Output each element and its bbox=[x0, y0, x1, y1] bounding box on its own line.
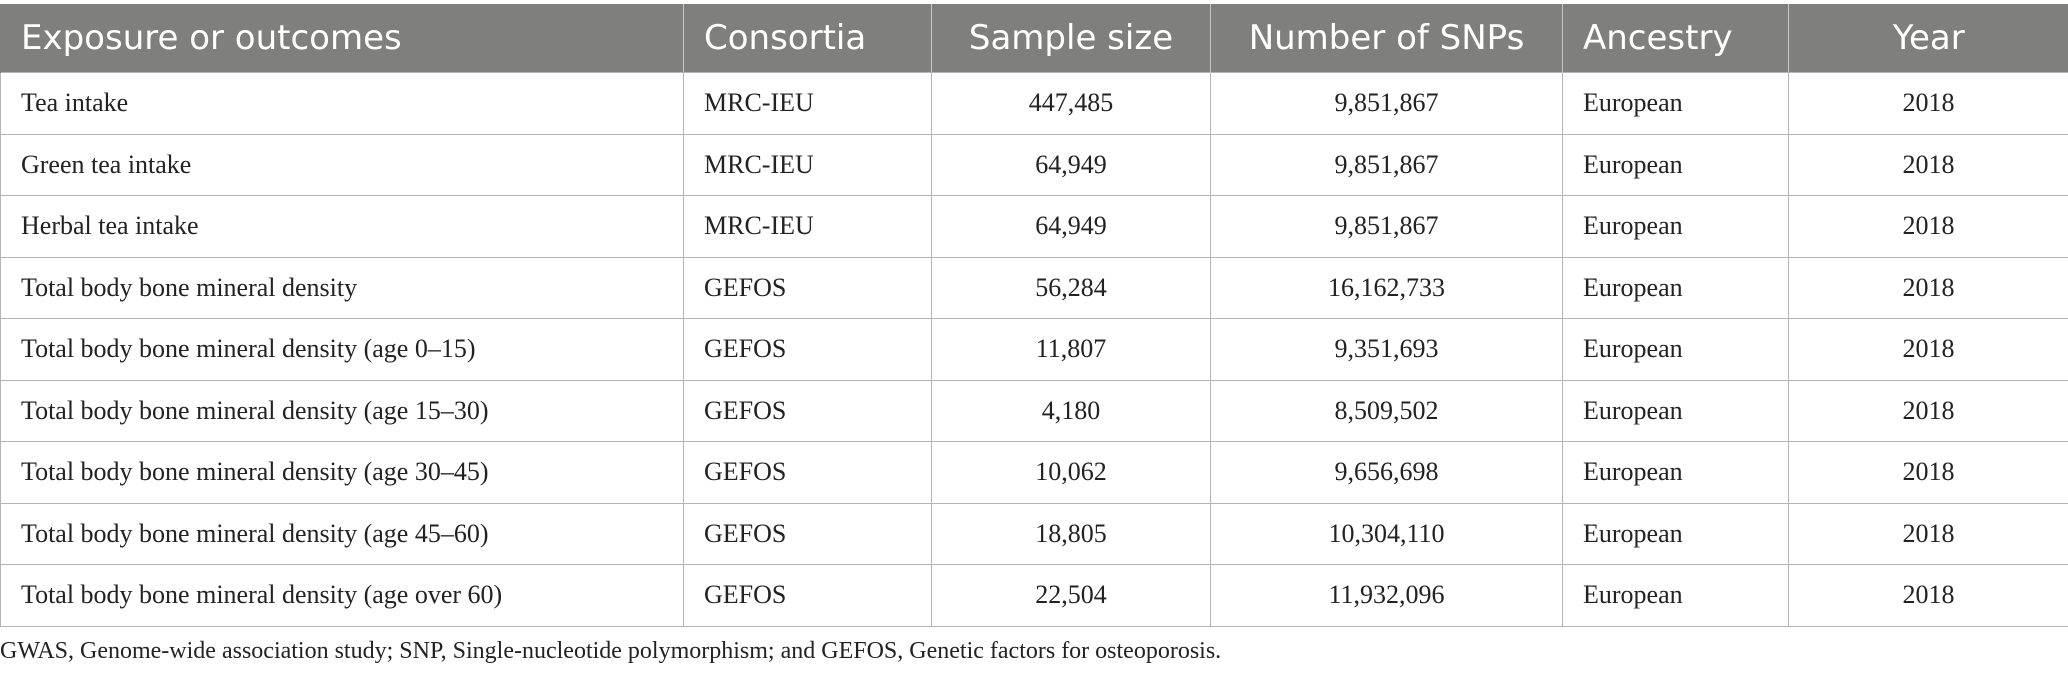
header-exposure: Exposure or outcomes bbox=[0, 4, 684, 73]
cell-consortia: GEFOS bbox=[683, 564, 932, 627]
cell-year: 2018 bbox=[1788, 318, 2068, 381]
cell-ancestry: European bbox=[1562, 133, 1789, 196]
cell-exposure: Total body bone mineral density (age ove… bbox=[0, 564, 684, 627]
table-row: Total body bone mineral density (age 45–… bbox=[0, 502, 2068, 565]
header-year: Year bbox=[1788, 4, 2068, 73]
cell-sample-size: 10,062 bbox=[931, 441, 1211, 504]
cell-sample-size: 11,807 bbox=[931, 318, 1211, 381]
header-ancestry: Ancestry bbox=[1562, 4, 1789, 73]
cell-number-of-snps: 11,932,096 bbox=[1210, 564, 1563, 627]
cell-sample-size: 22,504 bbox=[931, 564, 1211, 627]
cell-number-of-snps: 9,351,693 bbox=[1210, 318, 1563, 381]
cell-year: 2018 bbox=[1788, 133, 2068, 196]
data-table: Exposure or outcomes Consortia Sample si… bbox=[0, 4, 2068, 627]
cell-ancestry: European bbox=[1562, 318, 1789, 381]
cell-year: 2018 bbox=[1788, 502, 2068, 565]
cell-exposure: Total body bone mineral density (age 15–… bbox=[0, 379, 684, 442]
table-row: Total body bone mineral density (age 0–1… bbox=[0, 318, 2068, 381]
header-consortia: Consortia bbox=[683, 4, 932, 73]
cell-sample-size: 18,805 bbox=[931, 502, 1211, 565]
table-row: Total body bone mineral density (age 30–… bbox=[0, 441, 2068, 504]
cell-consortia: MRC-IEU bbox=[683, 133, 932, 196]
cell-ancestry: European bbox=[1562, 502, 1789, 565]
cell-year: 2018 bbox=[1788, 379, 2068, 442]
cell-sample-size: 64,949 bbox=[931, 133, 1211, 196]
cell-sample-size: 56,284 bbox=[931, 256, 1211, 319]
cell-exposure: Total body bone mineral density (age 0–1… bbox=[0, 318, 684, 381]
table-header-row: Exposure or outcomes Consortia Sample si… bbox=[0, 4, 2068, 73]
cell-number-of-snps: 9,851,867 bbox=[1210, 133, 1563, 196]
cell-sample-size: 64,949 bbox=[931, 195, 1211, 258]
cell-exposure: Total body bone mineral density (age 30–… bbox=[0, 441, 684, 504]
cell-exposure: Total body bone mineral density bbox=[0, 256, 684, 319]
table-row: Green tea intake MRC-IEU 64,949 9,851,86… bbox=[0, 133, 2068, 196]
cell-number-of-snps: 9,851,867 bbox=[1210, 195, 1563, 258]
cell-year: 2018 bbox=[1788, 256, 2068, 319]
cell-consortia: GEFOS bbox=[683, 379, 932, 442]
cell-number-of-snps: 9,851,867 bbox=[1210, 72, 1563, 135]
cell-exposure: Tea intake bbox=[0, 72, 684, 135]
cell-year: 2018 bbox=[1788, 72, 2068, 135]
cell-sample-size: 4,180 bbox=[931, 379, 1211, 442]
cell-exposure: Total body bone mineral density (age 45–… bbox=[0, 502, 684, 565]
cell-consortia: MRC-IEU bbox=[683, 72, 932, 135]
cell-consortia: MRC-IEU bbox=[683, 195, 932, 258]
table-footnote: GWAS, Genome-wide association study; SNP… bbox=[0, 638, 1222, 664]
cell-number-of-snps: 16,162,733 bbox=[1210, 256, 1563, 319]
header-number-of-snps: Number of SNPs bbox=[1210, 4, 1563, 73]
cell-sample-size: 447,485 bbox=[931, 72, 1211, 135]
cell-year: 2018 bbox=[1788, 564, 2068, 627]
cell-exposure: Herbal tea intake bbox=[0, 195, 684, 258]
table-row: Total body bone mineral density GEFOS 56… bbox=[0, 256, 2068, 319]
table-row: Tea intake MRC-IEU 447,485 9,851,867 Eur… bbox=[0, 72, 2068, 135]
cell-ancestry: European bbox=[1562, 564, 1789, 627]
cell-consortia: GEFOS bbox=[683, 502, 932, 565]
cell-number-of-snps: 10,304,110 bbox=[1210, 502, 1563, 565]
cell-number-of-snps: 9,656,698 bbox=[1210, 441, 1563, 504]
header-sample-size: Sample size bbox=[931, 4, 1211, 73]
cell-ancestry: European bbox=[1562, 72, 1789, 135]
cell-ancestry: European bbox=[1562, 195, 1789, 258]
cell-year: 2018 bbox=[1788, 195, 2068, 258]
table-row: Herbal tea intake MRC-IEU 64,949 9,851,8… bbox=[0, 195, 2068, 258]
cell-consortia: GEFOS bbox=[683, 256, 932, 319]
cell-ancestry: European bbox=[1562, 256, 1789, 319]
cell-ancestry: European bbox=[1562, 441, 1789, 504]
cell-exposure: Green tea intake bbox=[0, 133, 684, 196]
cell-consortia: GEFOS bbox=[683, 318, 932, 381]
cell-year: 2018 bbox=[1788, 441, 2068, 504]
cell-number-of-snps: 8,509,502 bbox=[1210, 379, 1563, 442]
cell-ancestry: European bbox=[1562, 379, 1789, 442]
table-row: Total body bone mineral density (age 15–… bbox=[0, 379, 2068, 442]
cell-consortia: GEFOS bbox=[683, 441, 932, 504]
table-row: Total body bone mineral density (age ove… bbox=[0, 564, 2068, 627]
